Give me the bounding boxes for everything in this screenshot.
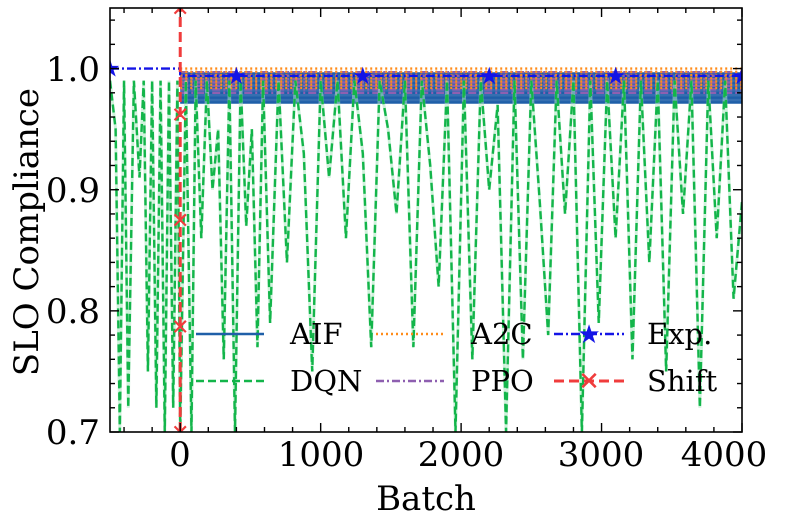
series-shift-marker: ✕ <box>171 316 189 341</box>
y-axis-title: SLO Compliance <box>7 88 47 376</box>
y-tick-labels: 0.7 0.8 0.9 1.0 <box>46 50 100 453</box>
series-dqn-line <box>110 80 742 432</box>
legend-label-exp: Exp. <box>647 317 712 351</box>
x-tick-label-2000: 2000 <box>418 435 505 475</box>
x-tick-label-4000: 4000 <box>681 435 768 475</box>
legend-item-ppo: PPO <box>376 364 534 398</box>
x-tick-label-1000: 1000 <box>278 435 365 475</box>
series-shift-marker: ✕ <box>171 104 189 129</box>
legend-item-shift: ✕ Shift <box>554 364 718 398</box>
y-tick-label-0.9: 0.9 <box>46 171 100 211</box>
series-exp-marker: ★ <box>731 62 753 90</box>
x-tick-label-0: 0 <box>169 435 191 475</box>
y-tick-label-1.0: 1.0 <box>46 50 100 90</box>
series-exp-marker: ★ <box>478 62 500 90</box>
legend-label-a2c: A2C <box>470 317 533 351</box>
legend-item-dqn: DQN <box>196 364 362 398</box>
legend-item-exp: ★ Exp. <box>554 317 712 351</box>
y-tick-label-0.8: 0.8 <box>46 292 100 332</box>
legend-item-aif: AIF <box>196 317 343 351</box>
series-exp-marker: ★ <box>352 62 374 90</box>
x-tick-labels: 0 1000 2000 3000 4000 <box>169 435 767 475</box>
series-layer: ★ ★ ★ ★ ★ ★✕✕✕✕✕ <box>110 8 753 432</box>
legend-label-aif: AIF <box>289 317 343 351</box>
series-exp-marker: ★ <box>226 62 248 90</box>
x-axis-title: Batch <box>376 479 476 519</box>
legend-marker-shift: ✕ <box>578 367 600 397</box>
series-shift-marker: ✕ <box>171 209 189 234</box>
series-exp-marker: ★ <box>605 62 627 90</box>
legend-marker-exp: ★ <box>577 320 600 350</box>
legend-item-a2c: A2C <box>376 317 533 351</box>
legend-label-ppo: PPO <box>471 364 534 398</box>
tick-marks <box>110 8 743 433</box>
plot-frame <box>109 7 743 433</box>
legend-label-shift: Shift <box>647 364 718 398</box>
legend: AIF A2C ★ Exp. DQN PPO ✕ Shift <box>196 317 718 398</box>
legend-label-dqn: DQN <box>290 364 362 398</box>
y-tick-label-0.7: 0.7 <box>46 413 100 453</box>
x-tick-label-3000: 3000 <box>558 435 645 475</box>
